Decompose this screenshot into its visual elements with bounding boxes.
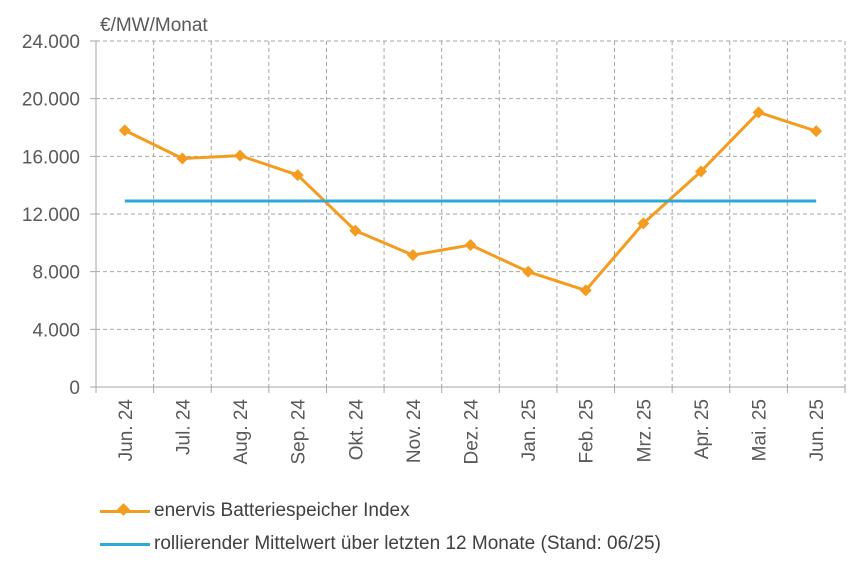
y-tick-label: 12.000 <box>22 205 80 226</box>
x-tick-label: Jun. 24 <box>116 399 137 462</box>
data-point-marker <box>406 249 419 262</box>
legend-line-rolling-mean <box>100 543 150 546</box>
x-tick-label: Feb. 25 <box>577 399 598 463</box>
series <box>118 106 823 297</box>
x-tick-label: Aug. 24 <box>231 399 252 465</box>
data-point-marker <box>522 265 535 278</box>
x-tick-label: Nov. 24 <box>404 399 425 464</box>
data-point-marker <box>234 149 247 162</box>
legend-swatch-index <box>100 501 150 521</box>
data-point-marker <box>118 124 131 137</box>
diamond-marker-icon <box>117 503 130 516</box>
y-tick-label: 16.000 <box>22 147 80 168</box>
data-point-marker <box>579 284 592 297</box>
x-tick-label: Dez. 24 <box>462 399 483 465</box>
y-tick-label: 20.000 <box>22 90 80 111</box>
data-point-marker <box>810 125 823 138</box>
legend-label-index: enervis Batteriespeicher Index <box>154 500 410 521</box>
x-tick-label: Jan. 25 <box>519 399 540 461</box>
axes: 0 4.000 8.000 12.000 16.000 20.000 24.000 Jun. … <box>22 32 846 465</box>
y-tick-label: 24.000 <box>22 32 80 53</box>
data-point-marker <box>176 152 189 165</box>
x-tick-label: Okt. 24 <box>346 399 367 461</box>
legend-item-index: enervis Batteriespeicher Index <box>100 500 410 522</box>
data-point-marker <box>464 238 477 251</box>
y-tick-label: 8.000 <box>32 263 80 284</box>
x-tick-label: Jun. 25 <box>807 399 828 461</box>
legend-item-rolling-mean: rollierender Mittelwert über letzten 12 … <box>100 533 661 555</box>
x-tick-label: Apr. 25 <box>692 399 713 459</box>
y-tick-label: 0 <box>69 378 80 399</box>
grid <box>96 40 846 387</box>
legend-swatch-rolling-mean <box>100 534 150 554</box>
legend-label-rolling-mean: rollierender Mittelwert über letzten 12 … <box>154 533 661 554</box>
x-tick-label: Sep. 24 <box>289 399 310 465</box>
data-point-marker <box>752 106 765 119</box>
x-tick-label: Jul. 24 <box>173 399 194 455</box>
x-tick-label: Mrz. 25 <box>634 399 655 462</box>
data-point-marker <box>637 217 650 230</box>
x-tick-label: Mai. 25 <box>750 399 771 461</box>
y-tick-label: 4.000 <box>32 320 80 341</box>
data-point-marker <box>694 165 707 178</box>
y-axis-label: €/MW/Monat <box>100 15 208 36</box>
data-point-marker <box>349 224 362 237</box>
data-point-marker <box>291 169 304 182</box>
